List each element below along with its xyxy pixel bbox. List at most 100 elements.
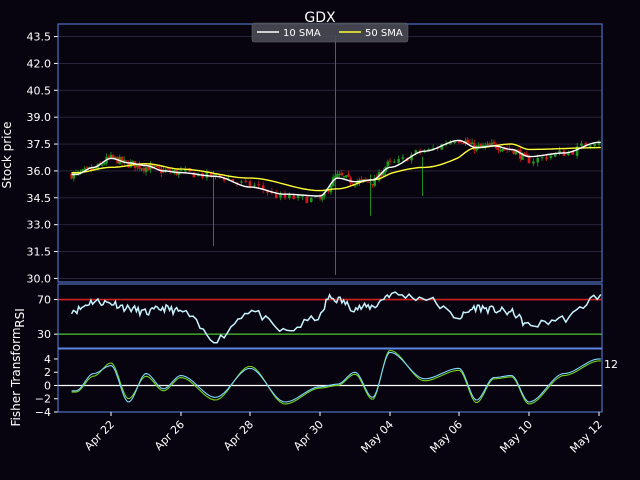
price-tick-label: 37.5 xyxy=(27,138,52,151)
candle-body xyxy=(523,153,526,155)
candle-body xyxy=(292,195,296,199)
candle-body xyxy=(503,148,507,150)
candle-body xyxy=(248,181,252,187)
fisher-panel-frame xyxy=(57,348,603,413)
candle-body xyxy=(497,148,500,151)
candle-body xyxy=(516,150,520,152)
candle-body xyxy=(488,143,491,146)
candle-body xyxy=(261,185,265,190)
candle-body xyxy=(518,149,522,159)
rsi-panel-frame xyxy=(57,283,603,349)
candle-body xyxy=(100,164,104,166)
candle-body xyxy=(379,172,383,177)
price-tick-label: 36.0 xyxy=(27,165,52,178)
price-tick-label: 40.5 xyxy=(27,84,52,97)
candle-body xyxy=(231,179,235,182)
x-tick-label: May 12 xyxy=(567,418,605,456)
candle-body xyxy=(244,180,247,182)
candle-body xyxy=(382,171,385,176)
candle-body xyxy=(301,195,304,197)
candle-body xyxy=(253,185,256,187)
candle-body xyxy=(288,194,291,199)
candle-body xyxy=(492,141,496,144)
candle-body xyxy=(257,184,261,186)
candle-body xyxy=(83,168,87,170)
candle-body xyxy=(512,149,515,154)
candle-body xyxy=(146,166,150,171)
candle-body xyxy=(142,167,146,171)
candle-body xyxy=(575,146,579,156)
candle-body xyxy=(279,193,282,198)
candle-body xyxy=(114,156,117,158)
candle-body xyxy=(266,190,269,193)
candle-body xyxy=(90,167,93,170)
fisher-last-value-label: 12 xyxy=(604,358,618,371)
candle-body xyxy=(296,195,300,199)
candle-body xyxy=(240,181,243,183)
price-tick-label: 34.5 xyxy=(27,192,52,205)
candle-body xyxy=(70,173,73,179)
candle-body xyxy=(571,151,575,155)
candle-body xyxy=(401,157,405,159)
candle-body xyxy=(351,183,355,185)
candle-body xyxy=(340,172,344,176)
candle-body xyxy=(567,152,570,156)
candle-body xyxy=(464,140,467,143)
x-tick-label: Apr 30 xyxy=(291,418,326,453)
candle-body xyxy=(371,184,374,186)
legend-sma50-label: 50 SMA xyxy=(365,28,403,39)
x-tick-label: May 10 xyxy=(497,418,535,456)
candle-body xyxy=(209,171,213,177)
candle-body xyxy=(553,152,557,157)
candle-body xyxy=(393,161,396,163)
legend: 10 SMA 50 SMA xyxy=(251,22,409,43)
candle-body xyxy=(597,142,601,145)
candle-body xyxy=(327,190,331,192)
price-tick-label: 43.5 xyxy=(27,31,52,44)
candle-body xyxy=(588,145,592,148)
candle-body xyxy=(362,179,366,181)
candle-body xyxy=(514,149,518,155)
candle-body xyxy=(214,173,217,176)
candle-body xyxy=(342,176,346,178)
candle-body xyxy=(466,139,470,144)
candle-body xyxy=(192,172,196,178)
x-tick-label: Apr 26 xyxy=(152,418,187,453)
candle-body xyxy=(184,169,187,172)
candle-body xyxy=(96,164,100,170)
candle-body xyxy=(521,153,524,160)
candle-body xyxy=(584,143,588,147)
candle-body xyxy=(144,167,148,173)
candle-body xyxy=(151,165,154,167)
candle-body xyxy=(580,143,583,146)
candle-body xyxy=(540,156,544,158)
chart-title: GDX xyxy=(304,10,336,26)
candle-body xyxy=(157,167,161,169)
candle-body xyxy=(85,167,89,169)
candle-body xyxy=(166,168,170,170)
candle-body xyxy=(125,160,128,162)
candle-body xyxy=(453,141,456,143)
candle-body xyxy=(218,174,222,177)
fisher-tick-label: 2 xyxy=(44,366,51,379)
fisher-tick-label: 0 xyxy=(44,379,51,392)
candle-body xyxy=(457,141,461,143)
candle-body xyxy=(179,170,183,172)
candle-body xyxy=(468,142,472,144)
candle-body xyxy=(477,145,480,147)
candle-body xyxy=(81,169,84,172)
candle-body xyxy=(347,174,350,177)
candle-body xyxy=(386,161,390,167)
candle-body xyxy=(353,185,357,187)
candle-body xyxy=(94,167,97,169)
candle-body xyxy=(205,171,209,178)
candle-body xyxy=(499,150,502,152)
candle-body xyxy=(111,155,115,158)
fisher-tick-label: −2 xyxy=(35,393,51,406)
price-tick-label: 39.0 xyxy=(27,111,52,124)
candle-body xyxy=(131,161,135,163)
candle-body xyxy=(427,149,431,151)
candle-body xyxy=(140,168,143,170)
candle-body xyxy=(149,164,152,170)
